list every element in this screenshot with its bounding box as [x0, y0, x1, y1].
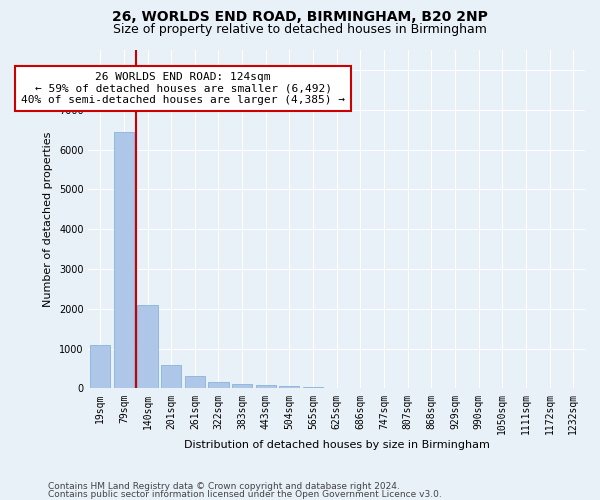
Bar — [185, 376, 205, 388]
Bar — [161, 364, 181, 388]
Text: Contains public sector information licensed under the Open Government Licence v3: Contains public sector information licen… — [48, 490, 442, 499]
Bar — [208, 382, 229, 388]
Bar — [280, 386, 299, 388]
Bar — [90, 344, 110, 389]
Bar — [232, 384, 252, 388]
Text: Contains HM Land Registry data © Crown copyright and database right 2024.: Contains HM Land Registry data © Crown c… — [48, 482, 400, 491]
Bar — [137, 305, 158, 388]
Bar — [256, 385, 276, 388]
X-axis label: Distribution of detached houses by size in Birmingham: Distribution of detached houses by size … — [184, 440, 490, 450]
Text: 26 WORLDS END ROAD: 124sqm
← 59% of detached houses are smaller (6,492)
40% of s: 26 WORLDS END ROAD: 124sqm ← 59% of deta… — [21, 72, 345, 105]
Y-axis label: Number of detached properties: Number of detached properties — [43, 132, 53, 307]
Text: 26, WORLDS END ROAD, BIRMINGHAM, B20 2NP: 26, WORLDS END ROAD, BIRMINGHAM, B20 2NP — [112, 10, 488, 24]
Text: Size of property relative to detached houses in Birmingham: Size of property relative to detached ho… — [113, 22, 487, 36]
Bar — [114, 132, 134, 388]
